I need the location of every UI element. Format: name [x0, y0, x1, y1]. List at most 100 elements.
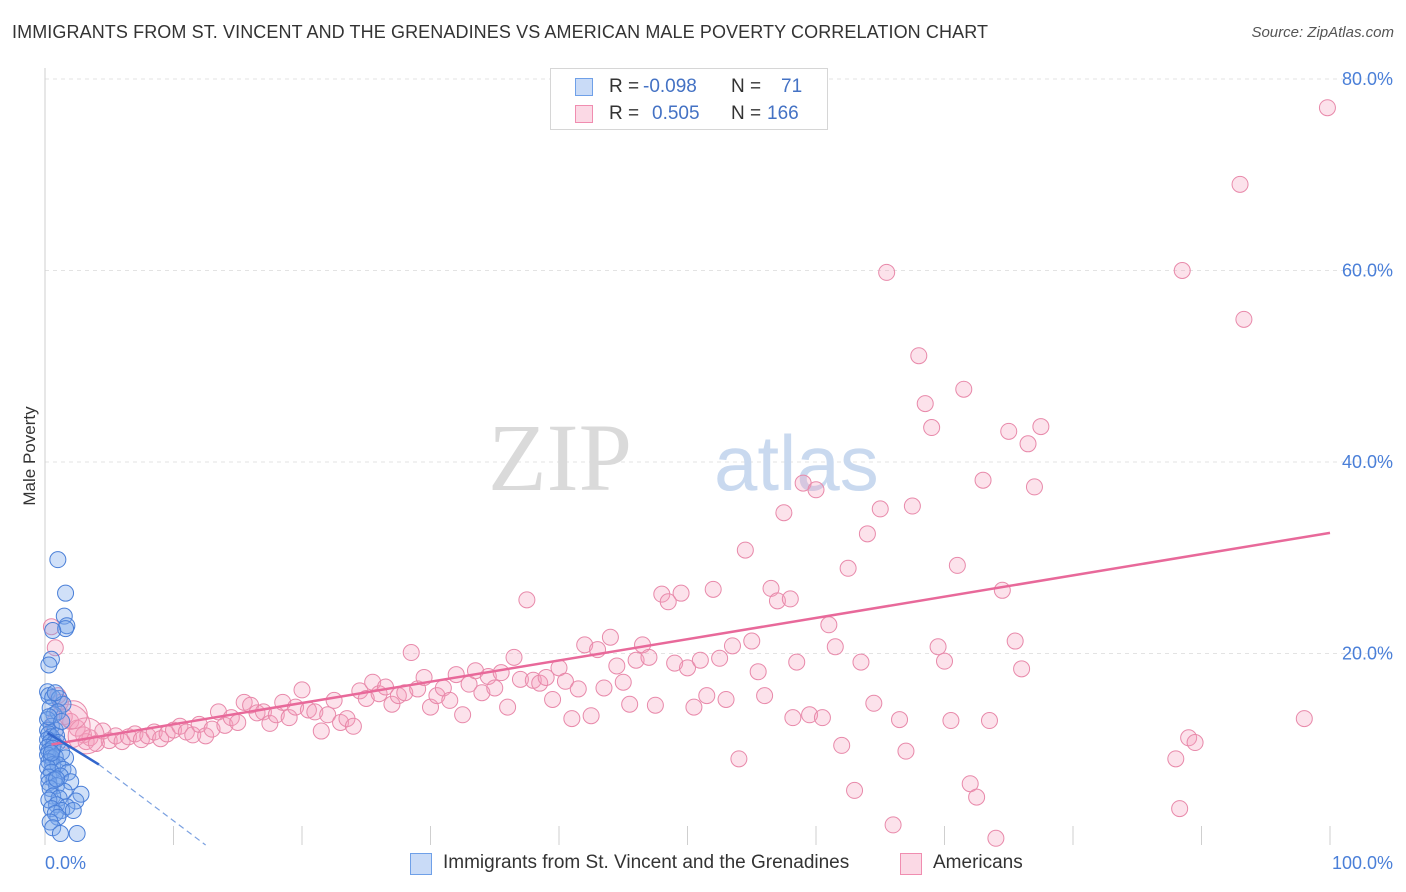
data-point-americans	[704, 580, 722, 598]
watermark: ZIP atlas	[488, 404, 879, 511]
data-point-americans	[229, 713, 247, 731]
data-point-americans	[544, 690, 562, 708]
data-point-immigrants	[67, 792, 85, 810]
immigrants-points	[39, 551, 90, 843]
data-point-americans	[711, 649, 729, 667]
data-point-americans	[325, 691, 343, 709]
n-value: 166	[767, 103, 799, 124]
data-point-americans	[723, 637, 741, 655]
legend-swatch-pink	[575, 105, 593, 123]
data-point-americans	[595, 679, 613, 697]
data-point-americans	[948, 556, 966, 574]
data-point-americans	[878, 263, 896, 281]
data-point-americans	[993, 581, 1011, 599]
source-credit: Source: ZipAtlas.com	[1251, 24, 1394, 41]
data-point-americans	[788, 653, 806, 671]
n-value: 71	[781, 76, 803, 97]
data-point-immigrants	[40, 708, 58, 726]
data-point-americans	[576, 636, 594, 654]
data-point-americans	[293, 681, 311, 699]
axes	[44, 68, 1331, 845]
legend-label: Americans	[933, 852, 1023, 873]
n-label: N =	[731, 103, 762, 124]
data-point-immigrants	[62, 773, 80, 791]
data-point-americans	[344, 717, 362, 735]
gridlines	[45, 78, 1392, 654]
data-point-americans	[826, 638, 844, 656]
r-label: R =	[609, 76, 640, 97]
data-point-americans	[319, 706, 337, 724]
data-point-americans	[891, 711, 909, 729]
data-point-americans	[1032, 418, 1050, 436]
data-point-americans	[846, 781, 864, 799]
trend-line-immigrants-extension	[98, 764, 206, 846]
data-point-americans	[563, 710, 581, 728]
data-point-americans	[666, 654, 684, 672]
watermark-atlas: atlas	[714, 419, 879, 507]
data-point-immigrants	[49, 551, 67, 569]
data-point-americans	[1318, 99, 1336, 117]
data-point-americans	[801, 706, 819, 724]
legend-swatch-pink	[900, 853, 922, 875]
watermark-zip: ZIP	[488, 404, 632, 511]
trend-lines	[46, 531, 1331, 846]
data-point-americans	[839, 559, 857, 577]
data-point-americans	[1013, 660, 1031, 678]
data-point-americans	[62, 712, 80, 730]
data-point-americans	[936, 652, 953, 670]
data-point-americans	[531, 674, 549, 692]
data-point-immigrants	[46, 684, 64, 702]
data-point-immigrants	[42, 744, 60, 762]
y-tick-label: 60.0%	[1342, 261, 1393, 281]
data-point-americans	[820, 616, 838, 634]
data-point-americans	[865, 694, 883, 712]
data-point-americans	[627, 651, 645, 669]
y-tick-label: 40.0%	[1342, 452, 1393, 472]
n-label: N =	[731, 76, 762, 97]
data-point-americans	[923, 419, 941, 437]
x-tick-label: 0.0%	[45, 853, 86, 873]
y-tick-label: 20.0%	[1342, 644, 1393, 664]
data-point-americans	[383, 695, 401, 713]
data-point-americans	[454, 706, 472, 724]
data-point-americans	[1171, 800, 1189, 818]
data-point-americans	[929, 638, 947, 656]
legend-row-americans: R = 0.505 N = 166	[551, 101, 827, 127]
data-point-americans	[614, 673, 632, 691]
data-point-americans	[1006, 632, 1024, 650]
data-point-americans	[659, 593, 677, 611]
legend-label: Immigrants from St. Vincent and the Gren…	[443, 852, 850, 873]
data-point-americans	[441, 691, 459, 709]
data-point-americans	[402, 644, 420, 662]
data-point-americans	[621, 695, 639, 713]
data-point-immigrants	[40, 656, 58, 674]
data-point-americans	[1025, 478, 1043, 496]
data-point-americans	[1019, 435, 1037, 453]
data-point-americans	[852, 653, 870, 671]
data-point-immigrants	[48, 770, 66, 788]
data-point-americans	[736, 541, 754, 559]
americans-points	[42, 99, 1336, 847]
data-point-americans	[280, 709, 298, 727]
data-point-americans	[184, 726, 202, 744]
data-point-americans	[608, 657, 626, 675]
r-value: -0.098	[643, 76, 697, 97]
data-point-americans	[987, 829, 1005, 847]
data-point-americans	[197, 727, 215, 745]
data-point-americans	[646, 696, 664, 714]
data-point-americans	[679, 659, 696, 677]
data-point-americans	[306, 703, 324, 721]
data-point-immigrants	[53, 712, 71, 730]
data-point-americans	[685, 698, 703, 716]
data-point-immigrants	[55, 607, 73, 625]
data-point-americans	[582, 707, 600, 725]
data-point-americans	[813, 709, 831, 727]
data-point-americans	[492, 664, 510, 682]
data-point-americans	[312, 722, 330, 740]
data-point-americans	[1173, 262, 1191, 279]
data-point-americans	[884, 816, 902, 834]
data-point-americans	[1235, 310, 1253, 328]
data-point-americans	[980, 712, 998, 730]
data-point-americans	[858, 525, 876, 543]
